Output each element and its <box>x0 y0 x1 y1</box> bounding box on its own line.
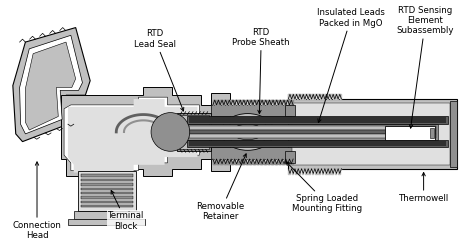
Bar <box>187 117 448 124</box>
Polygon shape <box>64 97 200 171</box>
Text: Thermowell: Thermowell <box>399 172 449 203</box>
Circle shape <box>151 113 190 151</box>
Bar <box>430 128 434 138</box>
Text: RTD
Lead Seal: RTD Lead Seal <box>134 30 184 111</box>
Bar <box>74 211 139 219</box>
Polygon shape <box>68 99 198 172</box>
Bar <box>81 187 133 190</box>
Circle shape <box>162 123 179 141</box>
Text: Terminal
Block: Terminal Block <box>108 190 144 231</box>
Bar <box>189 117 446 123</box>
Bar <box>450 101 457 167</box>
Bar <box>285 151 295 163</box>
Text: Removable
Retainer: Removable Retainer <box>197 154 246 221</box>
Circle shape <box>165 127 175 137</box>
Bar <box>189 130 436 134</box>
Bar <box>189 126 436 130</box>
Bar <box>189 134 436 138</box>
Ellipse shape <box>221 114 274 150</box>
Bar <box>68 219 145 225</box>
Bar <box>187 124 438 140</box>
Bar <box>177 113 211 151</box>
Ellipse shape <box>227 118 269 145</box>
Polygon shape <box>26 42 76 130</box>
Bar <box>78 171 136 211</box>
Bar <box>189 141 446 146</box>
Bar <box>211 105 293 117</box>
Bar <box>288 99 457 169</box>
Bar <box>211 147 293 159</box>
Bar <box>81 205 133 207</box>
Bar <box>81 200 133 203</box>
Bar <box>81 196 133 199</box>
Circle shape <box>156 117 185 146</box>
Polygon shape <box>13 28 90 142</box>
Polygon shape <box>19 35 82 134</box>
Bar <box>179 115 209 149</box>
Bar <box>81 174 133 177</box>
Text: Connection
Head: Connection Head <box>13 162 62 240</box>
Bar <box>385 126 435 140</box>
Text: Spring Loaded
Mounting Fitting: Spring Loaded Mounting Fitting <box>286 162 362 213</box>
Polygon shape <box>61 88 230 176</box>
Bar <box>81 192 133 194</box>
Bar <box>81 179 133 181</box>
Ellipse shape <box>232 124 264 140</box>
Bar <box>292 103 450 165</box>
Bar <box>81 183 133 185</box>
Bar <box>187 140 448 147</box>
Text: Insulated Leads
Packed in MgO: Insulated Leads Packed in MgO <box>317 8 385 123</box>
Text: RTD Sensing
Element
Subassembly: RTD Sensing Element Subassembly <box>397 5 454 128</box>
Text: RTD
Probe Sheath: RTD Probe Sheath <box>232 28 290 114</box>
Bar <box>285 105 295 117</box>
